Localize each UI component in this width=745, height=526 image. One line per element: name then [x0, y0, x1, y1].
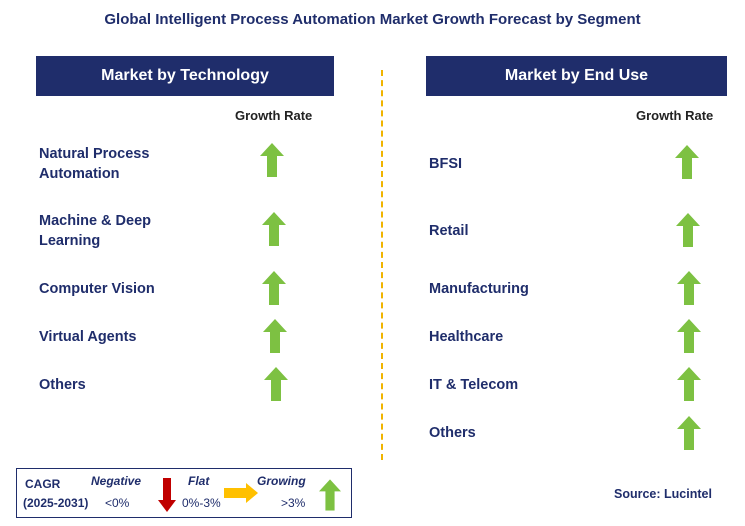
- up-arrow-icon: [319, 478, 341, 512]
- up-arrow-icon: [262, 271, 286, 305]
- end-use-item-label: IT & Telecom: [429, 377, 519, 393]
- end-use-panel-header: Market by End Use: [426, 56, 727, 96]
- end-use-item-label: BFSI: [429, 156, 463, 172]
- up-arrow-icon: [263, 319, 287, 353]
- technology-growth-rate-label: Growth Rate: [235, 108, 313, 123]
- legend-flat-label: Flat: [188, 474, 210, 488]
- legend-cagr-label: CAGR: [25, 477, 61, 491]
- up-arrow-icon: [675, 145, 699, 179]
- up-arrow-icon: [264, 367, 288, 401]
- source-note: Source: Lucintel: [614, 487, 712, 501]
- up-arrow-icon: [677, 416, 701, 450]
- technology-item-label: Virtual Agents: [39, 329, 137, 345]
- end-use-item-label: Others: [429, 425, 476, 441]
- up-arrow-icon: [676, 213, 700, 247]
- right-arrow-icon: [224, 483, 258, 503]
- legend-box: CAGR (2025-2031) Negative <0% Flat 0%-3%…: [16, 468, 352, 518]
- legend-negative-label: Negative: [91, 474, 142, 488]
- legend-growing-label: Growing: [257, 474, 306, 488]
- up-arrow-icon: [677, 367, 701, 401]
- end-use-growth-rate-label: Growth Rate: [636, 108, 714, 123]
- technology-item-label: Others: [39, 377, 86, 393]
- up-arrow-icon: [677, 271, 701, 305]
- end-use-item-label: Retail: [429, 223, 469, 239]
- technology-item-label: Machine & Deep Learning: [39, 213, 151, 249]
- page-title: Global Intelligent Process Automation Ma…: [104, 11, 641, 28]
- technology-item-label: Computer Vision: [39, 281, 155, 297]
- legend-negative-range: <0%: [105, 496, 130, 510]
- down-arrow-icon: [158, 478, 176, 512]
- end-use-item-label: Manufacturing: [429, 281, 529, 297]
- panel-divider: [381, 70, 383, 460]
- legend-flat-range: 0%-3%: [182, 496, 221, 510]
- legend-growing-range: >3%: [281, 496, 306, 510]
- up-arrow-icon: [677, 319, 701, 353]
- technology-panel-header: Market by Technology: [36, 56, 334, 96]
- up-arrow-icon: [260, 143, 284, 177]
- technology-item-label: Natural Process Automation: [39, 146, 150, 182]
- legend-period: (2025-2031): [23, 496, 89, 510]
- end-use-item-label: Healthcare: [429, 329, 504, 345]
- up-arrow-icon: [262, 212, 286, 246]
